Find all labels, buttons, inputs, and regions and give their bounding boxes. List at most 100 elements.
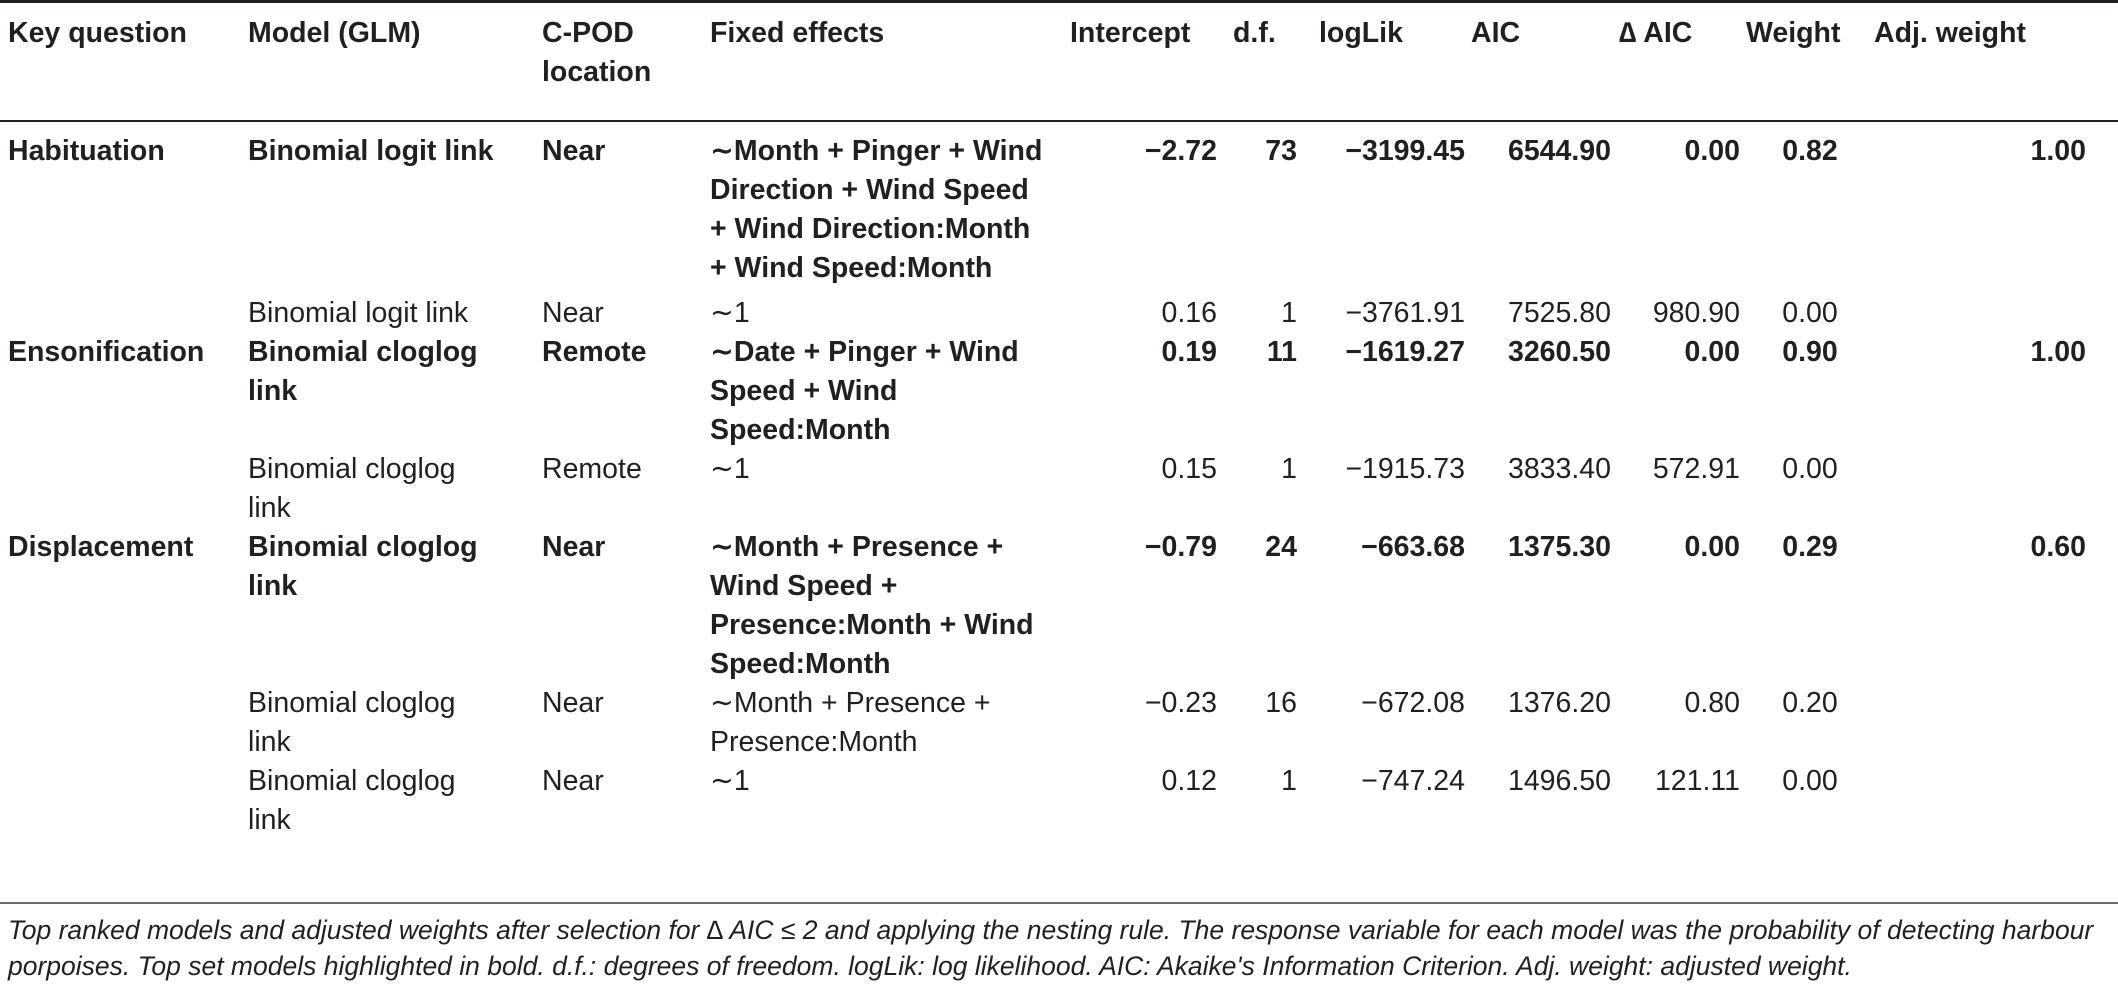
delta-aic-cell: 121.11 — [1654, 765, 1740, 797]
table-row: Habituation Binomial logit link Near ∼Month… — [0, 118, 2118, 288]
cpod-location-cell: Near — [542, 297, 604, 329]
intercept-cell: −2.72 — [1144, 135, 1217, 167]
fixed-effects-cell: ∼Month + Presence + Wind Speed + Presenc… — [710, 531, 1034, 680]
fixed-effects-cell: ∼1 — [710, 297, 750, 329]
weight-cell: 0.90 — [1782, 336, 1838, 368]
table-row: Binomial logit link Near ∼1 0.16 1 −3761.91 75… — [0, 288, 2118, 333]
model-cell: Binomial cloglog link — [248, 687, 456, 758]
df-cell: 16 — [1265, 687, 1297, 719]
cpod-location-cell: Remote — [542, 336, 647, 368]
key-question-cell — [0, 684, 248, 762]
df-cell: 11 — [1266, 336, 1297, 368]
key-question-cell — [0, 288, 248, 333]
table-row: Binomial cloglog link Remote ∼1 0.15 1 −1915.… — [0, 450, 2118, 528]
aic-cell: 1375.30 — [1507, 531, 1611, 563]
table-row: Ensonification Binomial cloglog link Remot… — [0, 333, 2118, 450]
model-cell: Binomial logit link — [248, 297, 469, 329]
weight-cell: 0.00 — [1782, 765, 1838, 797]
adj-weight-cell: 1.00 — [2030, 336, 2086, 368]
key-question-cell — [0, 450, 248, 528]
key-question-cell — [0, 762, 248, 840]
df-cell: 73 — [1265, 135, 1297, 167]
delta-aic-cell: 572.91 — [1652, 453, 1740, 485]
header-cpod-location: C-POD location — [542, 17, 652, 88]
loglik-cell: −672.08 — [1361, 687, 1465, 719]
model-cell: Binomial cloglog link — [248, 453, 456, 524]
model-cell: Binomial cloglog link — [248, 765, 456, 836]
header-rule — [0, 120, 2118, 122]
cpod-location-cell: Near — [542, 687, 604, 719]
header-model: Model (GLM) — [248, 17, 421, 49]
aic-cell: 7525.80 — [1507, 297, 1611, 329]
weight-cell: 0.20 — [1782, 687, 1838, 719]
loglik-cell: −3199.45 — [1345, 135, 1465, 167]
adj-weight-cell: 1.00 — [2030, 135, 2086, 167]
loglik-cell: −1619.27 — [1345, 336, 1465, 368]
header-df: d.f. — [1233, 17, 1276, 49]
cpod-location-cell: Near — [542, 531, 606, 563]
loglik-cell: −1915.73 — [1345, 453, 1465, 485]
aic-cell: 3833.40 — [1507, 453, 1611, 485]
table-row: Binomial cloglog link Near ∼Month + Presen… — [0, 684, 2118, 762]
df-cell: 1 — [1281, 765, 1297, 797]
fixed-effects-cell: ∼Month + Presence + Presence:Month — [710, 687, 991, 758]
header-loglik: logLik — [1319, 17, 1403, 49]
loglik-cell: −747.24 — [1361, 765, 1465, 797]
delta-aic-cell: 0.00 — [1684, 135, 1740, 167]
weight-cell: 0.00 — [1782, 453, 1838, 485]
df-cell: 24 — [1265, 531, 1297, 563]
table-caption: Top ranked models and adjusted weights a… — [8, 915, 2094, 981]
cpod-location-cell: Near — [542, 765, 604, 797]
model-cell: Binomial logit link — [248, 135, 494, 167]
header-adj-weight: Adj. weight — [1874, 17, 2026, 49]
intercept-cell: 0.19 — [1161, 336, 1217, 368]
loglik-cell: −3761.91 — [1345, 297, 1465, 329]
bottom-rule — [0, 902, 2118, 904]
cpod-location-cell: Remote — [542, 453, 642, 485]
table-row: Displacement Binomial cloglog link Near ∼Mo… — [0, 528, 2118, 684]
key-question-cell: Ensonification — [8, 336, 205, 368]
adj-weight-cell: 0.60 — [2030, 531, 2086, 563]
weight-cell: 0.00 — [1782, 297, 1838, 329]
fixed-effects-cell: ∼Month + Pinger + Wind Direction + Wind … — [710, 135, 1043, 284]
model-selection-table: Key question Model (GLM) C-POD location … — [0, 14, 2118, 840]
delta-aic-cell: 0.00 — [1684, 531, 1740, 563]
weight-cell: 0.82 — [1782, 135, 1838, 167]
adj-weight-cell — [1874, 288, 2118, 333]
header-key-question: Key question — [8, 17, 187, 49]
intercept-cell: −0.23 — [1144, 687, 1217, 719]
adj-weight-cell — [1874, 762, 2118, 840]
loglik-cell: −663.68 — [1361, 531, 1465, 563]
model-cell: Binomial cloglog link — [248, 531, 478, 602]
intercept-cell: 0.15 — [1161, 453, 1217, 485]
header-fixed-effects: Fixed effects — [710, 17, 885, 49]
aic-cell: 1376.20 — [1507, 687, 1611, 719]
aic-cell: 6544.90 — [1507, 135, 1611, 167]
delta-aic-cell: 0.80 — [1684, 687, 1740, 719]
fixed-effects-cell: ∼Date + Pinger + Wind Speed + Wind Speed… — [710, 336, 1019, 446]
fixed-effects-cell: ∼1 — [710, 453, 750, 485]
model-cell: Binomial cloglog link — [248, 336, 478, 407]
cpod-location-cell: Near — [542, 135, 606, 167]
adj-weight-cell — [1874, 684, 2118, 762]
weight-cell: 0.29 — [1782, 531, 1838, 563]
intercept-cell: −0.79 — [1144, 531, 1217, 563]
df-cell: 1 — [1281, 453, 1297, 485]
table-row: Binomial cloglog link Near ∼1 0.12 1 −747.24 1… — [0, 762, 2118, 840]
header-intercept: Intercept — [1070, 17, 1191, 49]
header-delta-aic: ∆ AIC — [1619, 17, 1693, 49]
header-row: Key question Model (GLM) C-POD location … — [0, 14, 2118, 118]
fixed-effects-cell: ∼1 — [710, 765, 750, 797]
aic-cell: 3260.50 — [1507, 336, 1611, 368]
df-cell: 1 — [1281, 297, 1297, 329]
intercept-cell: 0.16 — [1161, 297, 1217, 329]
key-question-cell: Habituation — [8, 135, 165, 167]
delta-aic-cell: 980.90 — [1652, 297, 1740, 329]
top-rule — [0, 0, 2118, 3]
intercept-cell: 0.12 — [1161, 765, 1217, 797]
header-weight: Weight — [1746, 17, 1841, 49]
header-aic: AIC — [1471, 17, 1521, 49]
key-question-cell: Displacement — [8, 531, 194, 563]
aic-cell: 1496.50 — [1507, 765, 1611, 797]
